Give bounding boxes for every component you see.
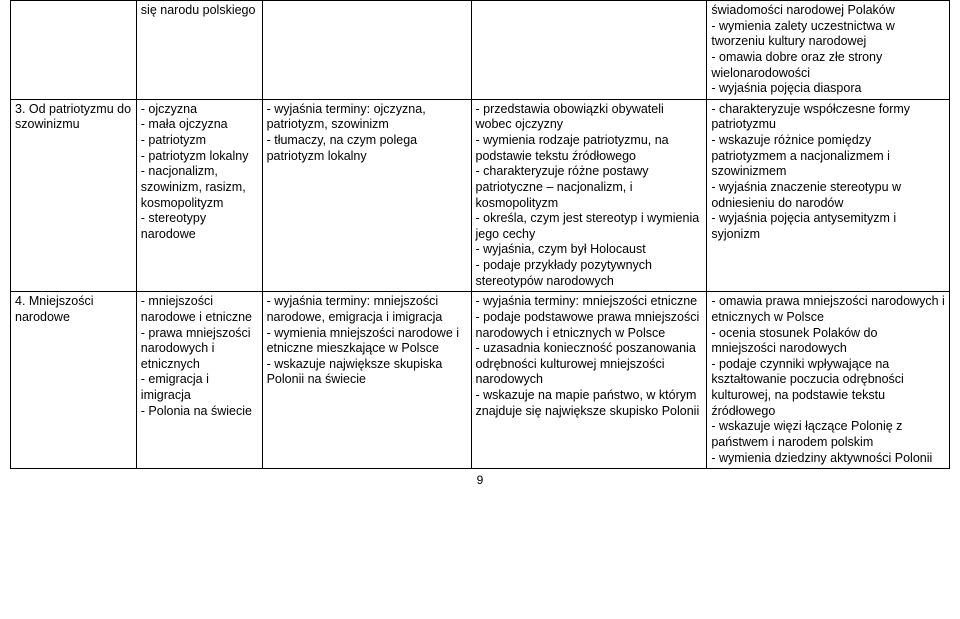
table-row: 4. Mniejszości narodowe - mniejszości na… — [11, 292, 950, 469]
cell-topic — [11, 1, 137, 100]
table-row: się narodu polskiego świadomości narodow… — [11, 1, 950, 100]
cell-topic: 3. Od patriotyzmu do szowinizmu — [11, 99, 137, 292]
cell-basic: - wyjaśnia terminy: mniejszości narodowe… — [262, 292, 471, 469]
cell-advanced: - omawia prawa mniejszości narodowych i … — [707, 292, 950, 469]
cell-advanced: świadomości narodowej Polaków- wymienia … — [707, 1, 950, 100]
cell-topic: 4. Mniejszości narodowe — [11, 292, 137, 469]
cell-extended — [471, 1, 707, 100]
cell-advanced: - charakteryzuje współczesne formy patri… — [707, 99, 950, 292]
cell-extended: - wyjaśnia terminy: mniejszości etniczne… — [471, 292, 707, 469]
cell-basic: - wyjaśnia terminy: ojczyzna, patriotyzm… — [262, 99, 471, 292]
table-row: 3. Od patriotyzmu do szowinizmu - ojczyz… — [11, 99, 950, 292]
cell-extended: - przedstawia obowiązki obywateli wobec … — [471, 99, 707, 292]
page-number: 9 — [10, 473, 950, 487]
cell-concepts: się narodu polskiego — [136, 1, 262, 100]
cell-concepts: - mniejszości narodowe i etniczne- prawa… — [136, 292, 262, 469]
cell-concepts: - ojczyzna- mała ojczyzna- patriotyzm- p… — [136, 99, 262, 292]
cell-basic — [262, 1, 471, 100]
document-page: się narodu polskiego świadomości narodow… — [0, 0, 960, 495]
curriculum-table: się narodu polskiego świadomości narodow… — [10, 0, 950, 469]
table-body: się narodu polskiego świadomości narodow… — [11, 1, 950, 469]
